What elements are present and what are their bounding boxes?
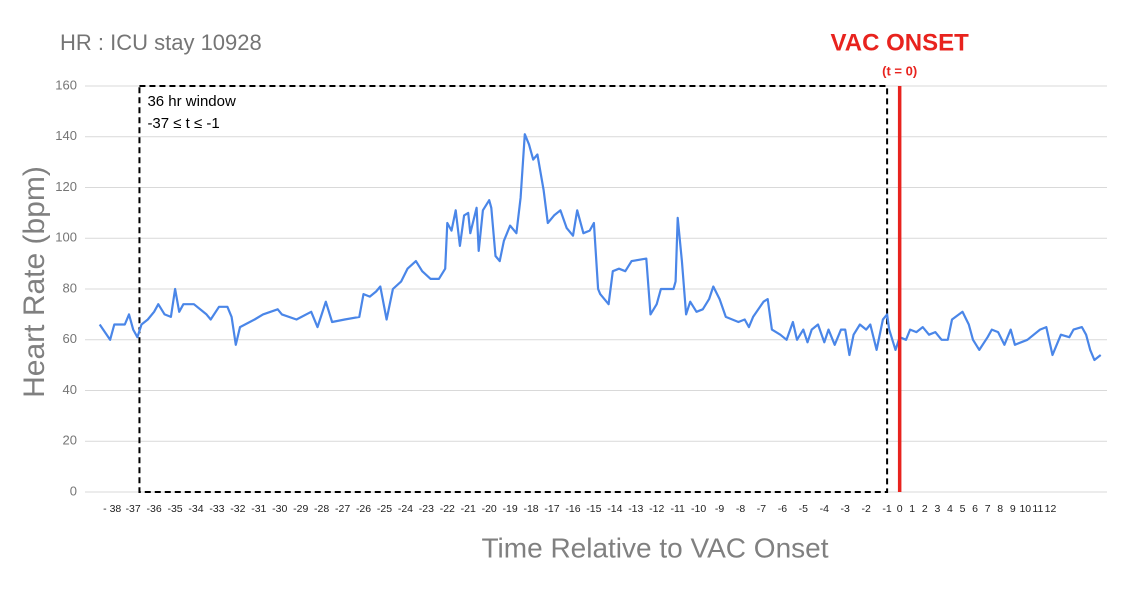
x-tick-label: -12 <box>649 503 664 515</box>
y-tick-label: 140 <box>55 128 77 143</box>
x-tick-label: -20 <box>482 503 497 515</box>
window-label: 36 hr window <box>147 93 236 110</box>
x-tick-label: -37 <box>126 503 141 515</box>
y-tick-label: 20 <box>63 433 77 448</box>
x-tick-label: -9 <box>715 503 724 515</box>
x-tick-label: -19 <box>503 503 518 515</box>
x-tick-label: -23 <box>419 503 434 515</box>
x-tick-label: 2 <box>922 503 928 515</box>
x-tick-label: -1 <box>882 503 891 515</box>
x-tick-label: 11 <box>1032 503 1043 515</box>
x-tick-label: -28 <box>314 503 329 515</box>
x-tick-label: 3 <box>934 503 940 515</box>
x-tick-label: -3 <box>841 503 850 515</box>
x-tick-label: 7 <box>985 503 991 515</box>
x-tick-label: -17 <box>544 503 559 515</box>
chart-title: HR : ICU stay 10928 <box>60 30 262 55</box>
x-tick-label: -13 <box>628 503 643 515</box>
y-tick-label: 120 <box>55 179 77 194</box>
x-tick-label: -6 <box>778 503 787 515</box>
x-tick-label: -36 <box>147 503 162 515</box>
window-range: -37 ≤ t ≤ -1 <box>147 115 219 132</box>
x-tick-label: -4 <box>820 503 829 515</box>
x-tick-label: 9 <box>1010 503 1016 515</box>
x-tick-label: -35 <box>167 503 182 515</box>
y-axis-label: Heart Rate (bpm) <box>18 166 51 398</box>
y-tick-label: 100 <box>55 230 77 245</box>
x-tick-label: 12 <box>1045 503 1057 515</box>
y-tick-label: 40 <box>63 382 77 397</box>
x-tick-label: -16 <box>565 503 580 515</box>
x-tick-label: -14 <box>607 503 622 515</box>
x-tick-label: 4 <box>947 503 953 515</box>
x-tick-label: -18 <box>523 503 538 515</box>
x-tick-label: -7 <box>757 503 766 515</box>
y-tick-label: 80 <box>63 280 77 295</box>
x-tick-label: 5 <box>960 503 966 515</box>
x-tick-label: -24 <box>398 503 413 515</box>
x-tick-label: -25 <box>377 503 392 515</box>
x-tick-label: -2 <box>861 503 870 515</box>
x-tick-label: -29 <box>293 503 308 515</box>
x-tick-label: -21 <box>461 503 476 515</box>
onset-label: VAC ONSET <box>831 29 970 56</box>
x-tick-label: 1 <box>909 503 915 515</box>
x-tick-label: -27 <box>335 503 350 515</box>
x-tick-label: -33 <box>209 503 224 515</box>
y-tick-label: 0 <box>70 483 77 498</box>
x-tick-label: -31 <box>251 503 266 515</box>
hr-line <box>98 133 1102 362</box>
x-tick-label: 10 <box>1019 503 1031 515</box>
x-tick-label: -5 <box>799 503 808 515</box>
x-tick-label: -30 <box>272 503 287 515</box>
x-axis-label: Time Relative to VAC Onset <box>481 532 828 563</box>
x-tick-label: -11 <box>670 503 685 515</box>
window-box <box>138 85 889 493</box>
x-tick-label: -8 <box>736 503 745 515</box>
x-tick-label: 8 <box>997 503 1003 515</box>
x-tick-label: -32 <box>230 503 245 515</box>
x-tick-label: -22 <box>440 503 455 515</box>
onset-sublabel: (t = 0) <box>882 63 917 78</box>
x-tick-label: -34 <box>188 503 203 515</box>
x-tick-label: -10 <box>691 503 706 515</box>
y-tick-label: 160 <box>55 77 77 92</box>
x-tick-label: -26 <box>356 503 371 515</box>
x-tick-label: 0 <box>897 503 903 515</box>
x-tick-label: 6 <box>972 503 978 515</box>
x-tick-label: - 38 <box>103 503 121 515</box>
x-tick-label: -15 <box>586 503 601 515</box>
y-tick-label: 60 <box>63 331 77 346</box>
